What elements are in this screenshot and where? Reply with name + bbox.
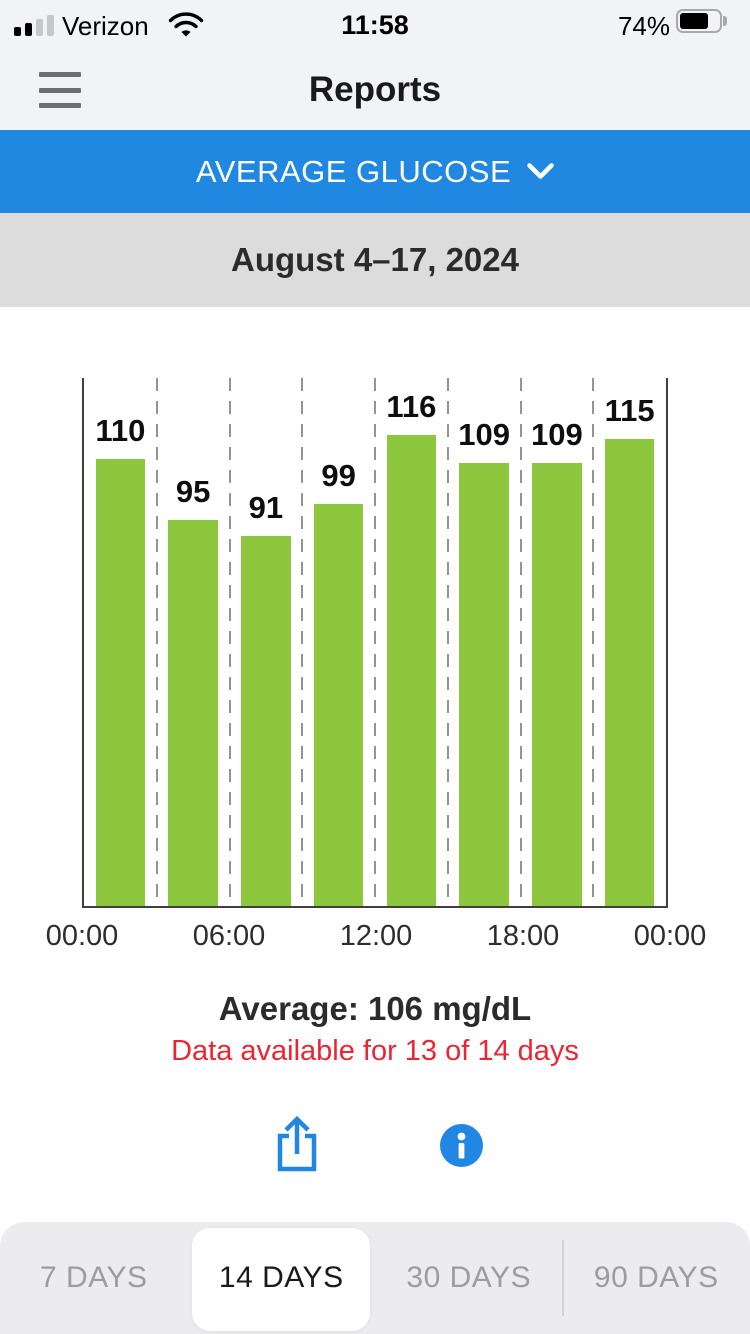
date-range-bar: August 4–17, 2024 [0, 213, 750, 307]
average-glucose-chart: 110 95 91 99 116 109 109 115 [82, 378, 668, 908]
bar-slot: 116 [375, 378, 448, 906]
x-tick-label: 06:00 [192, 920, 266, 952]
gridline [374, 378, 376, 906]
page-title: Reports [308, 70, 442, 109]
average-value-label: Average: 106 mg/dL [218, 990, 532, 1027]
chevron-down-icon [527, 163, 554, 179]
battery-nub [723, 16, 727, 26]
gridline [519, 378, 522, 906]
carrier-label: Verizon [62, 11, 149, 41]
report-type-label: AVERAGE GLUCOSE [195, 153, 512, 189]
time-range-tab-bar: 7 DAYS 14 DAYS 30 DAYS 90 DAYS [0, 1222, 750, 1334]
x-tick-label: 00:00 [45, 920, 119, 952]
glucose-bar [241, 536, 291, 906]
gridline [155, 378, 158, 906]
x-tick-label: 18:00 [486, 920, 560, 952]
bar-slot: 109 [521, 378, 594, 906]
bar-value-label: 116 [386, 388, 437, 424]
battery-icon [676, 9, 722, 33]
tab-7-days[interactable]: 7 DAYS [40, 1261, 148, 1294]
report-type-dropdown[interactable]: AVERAGE GLUCOSE [0, 130, 750, 213]
glucose-bar [532, 463, 582, 906]
wifi-icon [168, 12, 204, 37]
battery-percent-label: 74% [617, 11, 670, 41]
tab-90-days[interactable]: 90 DAYS [593, 1261, 719, 1294]
bar-slot: 95 [157, 378, 230, 906]
bar-value-label: 91 [248, 490, 284, 526]
glucose-bar [604, 438, 655, 906]
bar-slot: 91 [230, 378, 303, 906]
bar-value-label: 95 [175, 474, 211, 510]
bar-value-label: 99 [321, 457, 356, 493]
glucose-bar [168, 520, 218, 906]
tab-30-days[interactable]: 30 DAYS [406, 1261, 532, 1294]
bar-slot: 109 [448, 378, 521, 906]
chart-x-axis: 00:00 06:00 12:00 18:00 00:00 [46, 920, 707, 960]
glucose-bar [459, 463, 509, 906]
clock-label: 11:58 [341, 10, 409, 40]
tab-14-days[interactable]: 14 DAYS [188, 1222, 376, 1334]
bar-slot: 99 [302, 378, 375, 906]
data-availability-label: Data available for 13 of 14 days [171, 1035, 579, 1067]
share-button[interactable] [273, 1114, 321, 1174]
gridline [301, 378, 304, 906]
x-tick-label: 12:00 [339, 920, 413, 952]
hamburger-menu-icon[interactable] [38, 69, 82, 111]
bar-value-label: 109 [458, 417, 510, 453]
bar-slot: 110 [84, 378, 157, 906]
gridline [228, 378, 231, 906]
glucose-bar [386, 434, 437, 906]
bar-value-label: 109 [531, 417, 583, 453]
bar-value-label: 110 [95, 413, 146, 449]
battery-fill [680, 13, 709, 29]
bar-value-label: 115 [604, 392, 655, 428]
cellular-signal-icon [14, 15, 54, 36]
top-chrome: Verizon 11:58 74% Reports [0, 0, 750, 130]
glucose-bar [95, 459, 146, 906]
x-tick-label: 00:00 [633, 920, 707, 952]
bar-slot: 115 [593, 378, 666, 906]
glucose-bar [313, 503, 364, 906]
info-button[interactable] [440, 1124, 483, 1167]
date-range-label: August 4–17, 2024 [231, 241, 519, 278]
status-bar: Verizon 11:58 74% [0, 0, 750, 50]
gridline [592, 378, 595, 906]
tab-divider [562, 1240, 564, 1316]
gridline [446, 378, 449, 906]
nav-header: Reports [0, 50, 750, 130]
